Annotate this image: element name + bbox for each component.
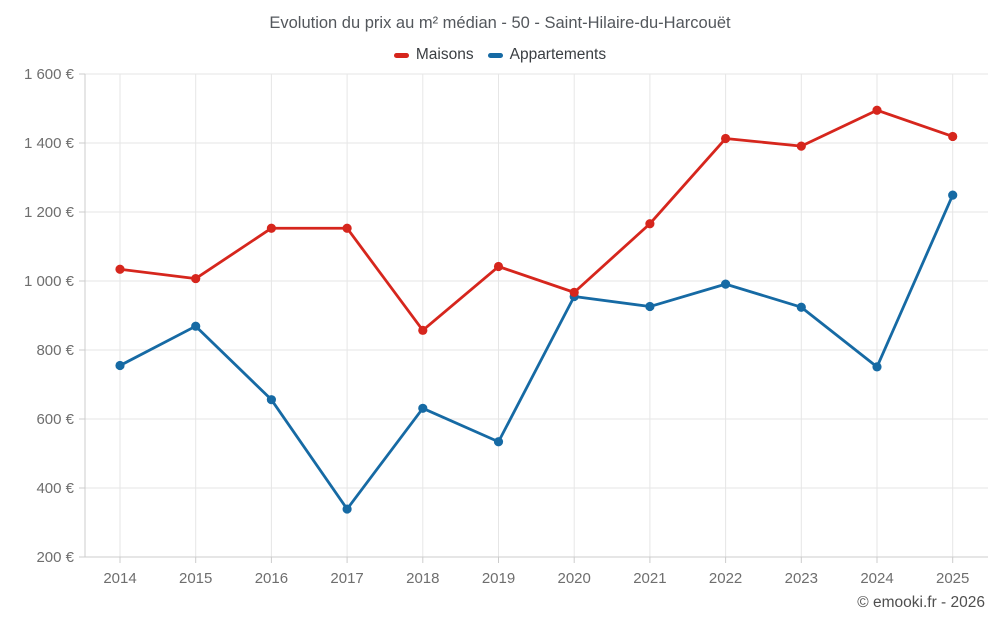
x-tick-label: 2024 [860, 570, 893, 587]
point-maisons-2021[interactable] [645, 219, 655, 229]
point-appartements-2022[interactable] [721, 279, 731, 289]
appartements-series-swatch-icon [487, 52, 503, 58]
y-tick-label: 1 200 € [24, 204, 75, 221]
x-tick-label: 2021 [633, 570, 666, 587]
point-appartements-2024[interactable] [872, 362, 882, 372]
credit-text: © emooki.fr - 2026 [857, 594, 985, 611]
line-appartements [118, 193, 955, 511]
legend-item-maisons[interactable]: Maisons [393, 46, 474, 64]
y-tick-label: 400 € [36, 480, 74, 497]
line-maisons [118, 108, 955, 332]
x-tick-label: 2016 [255, 570, 288, 587]
x-tick-label: 2014 [103, 570, 136, 587]
x-tick-label: 2020 [558, 570, 591, 587]
x-tick-label: 2018 [406, 570, 439, 587]
y-tick-label: 1 400 € [24, 135, 75, 152]
chart-title: Evolution du prix au m² médian - 50 - Sa… [269, 14, 731, 32]
maisons-legend-label: Maisons [415, 46, 474, 63]
y-tick-label: 800 € [36, 342, 74, 359]
point-maisons-2016[interactable] [266, 223, 276, 233]
point-maisons-2022[interactable] [721, 133, 731, 144]
point-maisons-2015[interactable] [191, 273, 201, 284]
y-tick-label: 1 600 € [24, 66, 75, 83]
point-appartements-2023[interactable] [796, 302, 806, 312]
point-maisons-2018[interactable] [418, 325, 428, 335]
point-appartements-2018[interactable] [418, 403, 428, 413]
maisons-series-swatch-icon [393, 52, 409, 58]
point-appartements-2019[interactable] [493, 437, 504, 447]
y-tick-label: 200 € [36, 549, 74, 566]
x-tick-label: 2025 [936, 570, 969, 587]
point-appartements-2025[interactable] [948, 190, 958, 200]
point-appartements-2021[interactable] [645, 301, 655, 312]
y-tick-label: 1 000 € [24, 273, 75, 290]
point-appartements-2016[interactable] [266, 395, 276, 405]
point-maisons-2025[interactable] [948, 131, 958, 142]
appartements-legend-label: Appartements [509, 46, 607, 63]
x-tick-label: 2023 [785, 570, 818, 587]
point-maisons-2014[interactable] [115, 264, 125, 274]
legend-item-appartements[interactable]: Appartements [487, 46, 607, 64]
x-tick-label: 2015 [179, 570, 212, 587]
y-tick-label: 600 € [36, 411, 74, 428]
point-appartements-2015[interactable] [191, 321, 201, 331]
x-tick-label: 2017 [330, 570, 363, 587]
legend: Maisons Appartements [0, 46, 1000, 64]
x-tick-label: 2022 [709, 570, 742, 587]
point-maisons-2017[interactable] [342, 223, 352, 233]
point-maisons-2019[interactable] [493, 261, 504, 272]
point-maisons-2020[interactable] [569, 287, 579, 297]
point-appartements-2017[interactable] [342, 504, 352, 514]
point-appartements-2014[interactable] [115, 360, 125, 371]
x-tick-label: 2019 [482, 570, 515, 587]
point-maisons-2023[interactable] [796, 141, 806, 151]
point-maisons-2024[interactable] [872, 105, 882, 115]
